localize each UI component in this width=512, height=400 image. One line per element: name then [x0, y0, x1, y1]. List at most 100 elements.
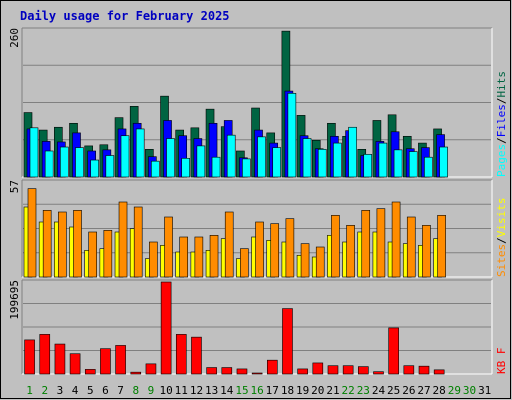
- bar-sites: [42, 210, 52, 278]
- x-tick-label: 21: [326, 384, 339, 397]
- bar-sites: [194, 236, 204, 278]
- bar-kb-f: [175, 334, 187, 375]
- bar-pages: [348, 126, 357, 178]
- bar-pages: [363, 154, 373, 178]
- bar-sites: [73, 210, 82, 278]
- bar-sites: [437, 215, 446, 278]
- bar-sites: [118, 201, 128, 278]
- bar-pages: [424, 156, 433, 178]
- bar-sites: [240, 248, 249, 278]
- bar-sites: [133, 206, 143, 278]
- bar-pages: [166, 138, 175, 178]
- bar-sites: [391, 201, 401, 278]
- bar-pages: [29, 127, 39, 178]
- x-tick-label: 2: [41, 384, 48, 397]
- bar-kb-f: [312, 362, 324, 375]
- bar-sites: [88, 231, 97, 278]
- bar-sites: [103, 230, 113, 278]
- x-tick-label: 30: [463, 384, 476, 397]
- x-tick-label: 14: [220, 384, 234, 397]
- bar-kb-f: [342, 365, 354, 375]
- y-max-label: 57: [8, 180, 21, 193]
- x-tick-label: 3: [57, 384, 64, 397]
- x-tick-label: 10: [159, 384, 172, 397]
- bar-kb-f: [160, 281, 172, 375]
- bar-sites: [346, 225, 355, 278]
- bar-sites: [376, 208, 386, 278]
- bar-kb-f: [221, 367, 233, 375]
- bar-sites: [224, 211, 234, 278]
- x-tick-label: 26: [402, 384, 415, 397]
- bar-pages: [317, 149, 327, 178]
- x-tick-label: 13: [205, 384, 218, 397]
- x-tick-label: 24: [372, 384, 386, 397]
- bar-kb-f: [54, 343, 66, 375]
- bar-sites: [331, 215, 340, 278]
- bar-kb-f: [358, 366, 369, 375]
- x-tick-label: 8: [132, 384, 139, 397]
- bar-sites: [58, 211, 67, 278]
- bar-kb-f: [145, 363, 157, 375]
- legend-entry: Hits: [495, 71, 508, 98]
- bar-pages: [408, 151, 418, 178]
- bar-sites: [179, 236, 188, 278]
- x-tick-label: 7: [117, 384, 124, 397]
- bar-kb-f: [84, 369, 96, 375]
- bar-pages: [393, 149, 403, 178]
- bar-sites: [285, 218, 295, 278]
- x-tick-label: 25: [387, 384, 400, 397]
- bar-kb-f: [100, 348, 111, 375]
- x-tick-label: 19: [296, 384, 309, 397]
- bar-kb-f: [130, 371, 142, 375]
- legend-entry: KB F: [495, 348, 508, 375]
- legend-entry: /: [495, 237, 508, 244]
- bar-pages: [333, 142, 342, 178]
- bar-sites: [300, 243, 310, 278]
- bar-sites: [149, 241, 158, 278]
- bar-sites: [422, 225, 431, 278]
- bar-kb-f: [115, 345, 126, 375]
- bar-pages: [257, 136, 266, 178]
- bar-sites: [406, 216, 416, 278]
- bar-pages: [378, 142, 388, 178]
- bar-kb-f: [373, 371, 384, 375]
- bar-kb-f: [327, 365, 339, 375]
- bar-pages: [196, 145, 206, 178]
- legend-entry: /: [495, 137, 508, 144]
- x-tick-label: 23: [357, 384, 370, 397]
- x-tick-label: 29: [448, 384, 461, 397]
- bar-pages: [211, 156, 221, 178]
- bar-pages: [90, 159, 99, 178]
- bar-kb-f: [24, 339, 35, 375]
- legend: KB F: [495, 348, 508, 375]
- x-tick-label: 16: [251, 384, 264, 397]
- bar-pages: [242, 158, 251, 178]
- bar-pages: [44, 150, 54, 178]
- x-tick-label: 27: [417, 384, 430, 397]
- bar-kb-f: [282, 308, 293, 375]
- bar-pages: [120, 135, 130, 178]
- bar-kb-f: [206, 367, 217, 375]
- bar-kb-f: [191, 336, 202, 375]
- x-tick-label: 6: [102, 384, 109, 397]
- legend-entry: /: [495, 98, 508, 105]
- x-tick-label: 15: [235, 384, 248, 397]
- bar-kb-f: [236, 368, 248, 375]
- bar-pages: [181, 158, 190, 178]
- bar-pages: [226, 134, 236, 178]
- bar-kb-f: [297, 368, 308, 375]
- x-tick-label: 20: [311, 384, 324, 397]
- bar-pages: [75, 147, 84, 178]
- x-tick-label: 11: [175, 384, 188, 397]
- x-tick-label: 22: [342, 384, 355, 397]
- bar-kb-f: [433, 369, 445, 375]
- bar-pages: [60, 146, 69, 178]
- bar-kb-f: [418, 365, 430, 375]
- bar-sites: [315, 246, 325, 278]
- x-tick-label: 31: [478, 384, 491, 397]
- x-tick-label: 5: [87, 384, 94, 397]
- bar-pages: [272, 147, 282, 178]
- legend-entry: Sites: [495, 244, 508, 277]
